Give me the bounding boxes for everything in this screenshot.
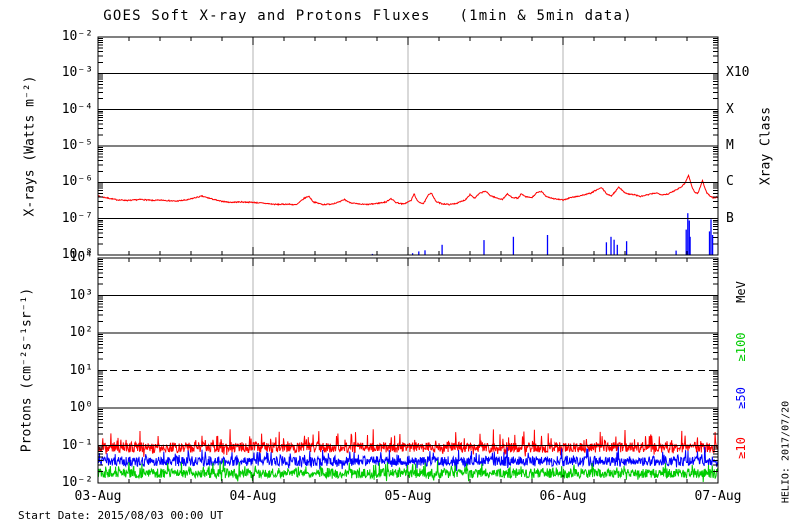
- xray-class-label: X: [726, 101, 734, 117]
- series-protons-ge10MeV: [98, 429, 718, 457]
- credit-stamp: HELIO: 2017/07/20: [780, 400, 792, 504]
- xray-axis-title: X-rays (Watts m⁻²): [22, 75, 38, 217]
- proton-energy-label: ≥50: [734, 387, 748, 409]
- y-tick-label: 10⁻⁵: [61, 138, 93, 153]
- y-tick-label: 10⁻²: [61, 29, 93, 44]
- y-tick-label: 10⁻¹: [61, 437, 93, 453]
- y-tick-label: 10⁻⁶: [61, 174, 93, 190]
- x-tick-label: 06-Aug: [539, 489, 587, 504]
- y-tick-label: 10³: [69, 287, 93, 303]
- proton-energy-label: ≥100: [734, 332, 748, 362]
- xray-class-axis-title: Xray Class: [758, 106, 774, 186]
- y-tick-label: 10⁴: [69, 250, 93, 265]
- start-date-label: Start Date: 2015/08/03 00:00 UT: [18, 509, 224, 522]
- y-tick-label: 10⁰: [69, 400, 93, 415]
- xray-class-label: X10: [726, 65, 750, 81]
- xray-class-label: M: [726, 138, 734, 153]
- y-tick-label: 10⁻⁷: [61, 210, 93, 226]
- x-tick-label: 04-Aug: [229, 489, 277, 504]
- y-tick-label: 10¹: [69, 362, 93, 378]
- x-tick-label: 03-Aug: [74, 489, 122, 504]
- xray-class-label: B: [726, 210, 734, 226]
- proton-energy-label: ≥10: [734, 437, 748, 459]
- y-tick-label: 10⁻²: [61, 475, 93, 490]
- series-xray-short-channel: [371, 213, 714, 255]
- series-xray-long-channel: [98, 173, 718, 206]
- xray-class-label: C: [726, 174, 734, 190]
- proton-energy-label: MeV: [734, 280, 748, 303]
- x-tick-label: 05-Aug: [384, 489, 432, 504]
- y-tick-label: 10⁻⁸: [61, 247, 93, 262]
- x-tick-label: 07-Aug: [694, 489, 742, 504]
- protons-axis-title: Protons (cm⁻²s⁻¹sr⁻¹): [19, 287, 35, 453]
- series-protons-ge50MeV: [98, 446, 718, 472]
- y-tick-label: 10²: [69, 325, 93, 340]
- y-tick-label: 10⁻⁴: [61, 101, 93, 117]
- chart-title: GOES Soft X-ray and Protons Fluxes (1min…: [103, 8, 633, 24]
- y-tick-label: 10⁻³: [61, 65, 93, 81]
